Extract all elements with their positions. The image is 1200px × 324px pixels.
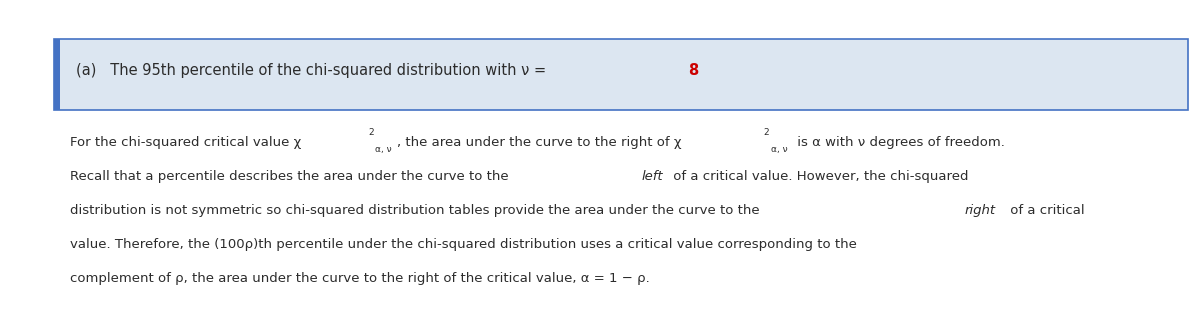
Text: Recall that a percentile describes the area under the curve to the: Recall that a percentile describes the a…	[70, 170, 512, 183]
Text: value. Therefore, the (100ρ)th percentile under the chi-squared distribution use: value. Therefore, the (100ρ)th percentil…	[70, 238, 857, 251]
Text: For the chi-squared critical value χ: For the chi-squared critical value χ	[70, 136, 301, 149]
Text: 2: 2	[763, 128, 769, 137]
Text: (a)   The 95th percentile of the chi-squared distribution with ν =: (a) The 95th percentile of the chi-squar…	[76, 64, 551, 78]
Text: right: right	[965, 204, 996, 217]
Text: is α with ν degrees of freedom.: is α with ν degrees of freedom.	[792, 136, 1004, 149]
Text: distribution is not symmetric so chi-squared distribution tables provide the are: distribution is not symmetric so chi-squ…	[70, 204, 763, 217]
Text: of a critical: of a critical	[1006, 204, 1084, 217]
FancyBboxPatch shape	[24, 0, 1176, 324]
Text: 2: 2	[368, 128, 373, 137]
Text: 8: 8	[688, 64, 698, 78]
Text: left: left	[641, 170, 662, 183]
Text: α, ν: α, ν	[772, 145, 787, 154]
Text: , the area under the curve to the right of χ: , the area under the curve to the right …	[397, 136, 682, 149]
Text: α, ν: α, ν	[376, 145, 392, 154]
Text: complement of ρ, the area under the curve to the right of the critical value, α : complement of ρ, the area under the curv…	[70, 272, 649, 285]
Text: of a critical value. However, the chi-squared: of a critical value. However, the chi-sq…	[670, 170, 968, 183]
FancyBboxPatch shape	[54, 39, 1188, 110]
FancyBboxPatch shape	[54, 39, 60, 110]
